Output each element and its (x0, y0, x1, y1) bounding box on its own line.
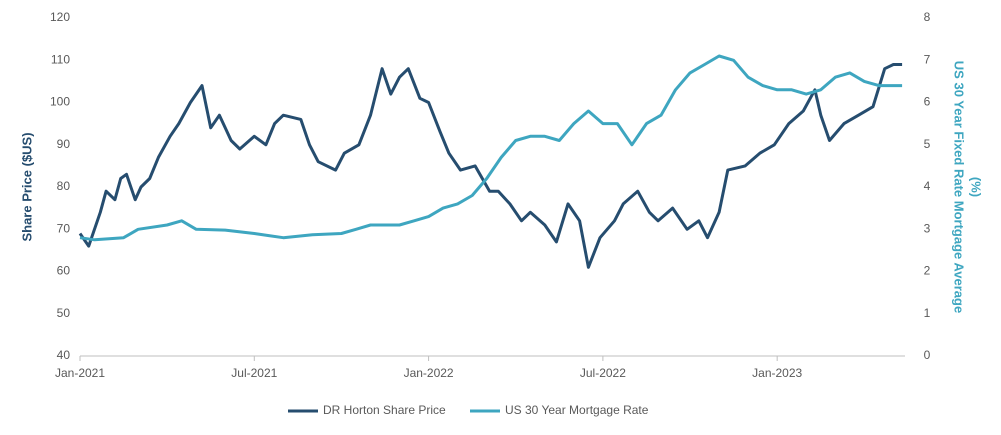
y-tick-label: 60 (57, 264, 71, 278)
y-tick-label: 80 (57, 179, 71, 193)
y-tick-label: 110 (51, 52, 70, 66)
line (78, 63, 903, 269)
y-tick-label: 100 (50, 95, 70, 109)
y2-tick-label: 2 (924, 264, 931, 278)
line (79, 54, 903, 242)
legend-label: DR Horton Share Price (323, 403, 446, 417)
x-tick-label: Jul-2021 (231, 366, 277, 380)
x-tick-label: Jan-2023 (752, 366, 802, 380)
y2-tick-label: 7 (924, 52, 931, 66)
y2-tick-label: 1 (924, 306, 931, 320)
y2-tick-label: 4 (924, 179, 931, 193)
y-axis-label: Share Price ($US) (19, 132, 34, 241)
y2-tick-label: 0 (924, 348, 931, 362)
y-tick-label: 70 (57, 221, 71, 235)
y2-tick-label: 6 (924, 95, 931, 109)
y-tick-label: 40 (57, 348, 71, 362)
y2-tick-label: 3 (924, 221, 931, 235)
y2-axis-label: US 30 Year Fixed Rate Mortgage Average (952, 61, 967, 313)
legend-label: US 30 Year Mortgage Rate (505, 403, 649, 417)
x-tick-label: Jan-2022 (404, 366, 454, 380)
y2-tick-label: 8 (924, 10, 931, 24)
y2-axis-label: (%) (969, 177, 984, 197)
x-tick-label: Jan-2021 (55, 366, 105, 380)
x-tick-label: Jul-2022 (580, 366, 626, 380)
y-tick-label: 50 (57, 306, 71, 320)
y2-tick-label: 5 (924, 137, 931, 151)
y-tick-label: 90 (57, 137, 71, 151)
y-tick-label: 120 (50, 10, 70, 24)
